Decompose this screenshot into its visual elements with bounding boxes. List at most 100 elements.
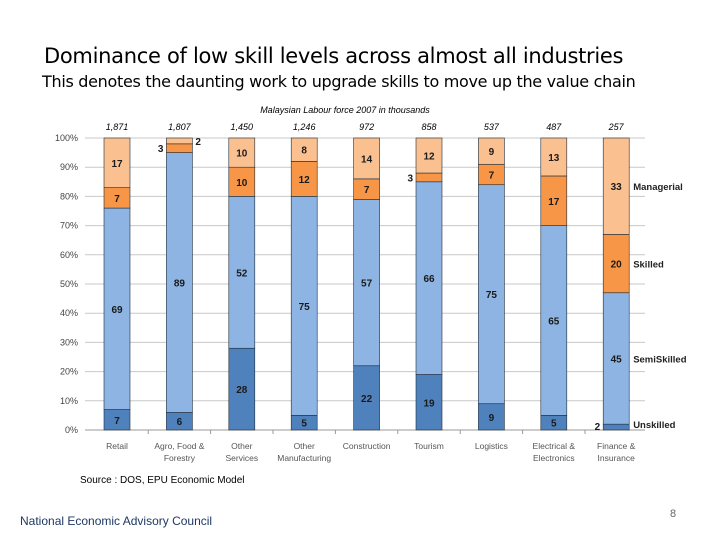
bar-segment-managerial [290, 137, 318, 162]
bar-segment-unskilled [353, 365, 380, 431]
data-label: 75 [486, 290, 498, 301]
x-tick-label: Tourism [414, 441, 444, 451]
y-tick-label: 30% [60, 337, 78, 347]
footer-org: National Economic Advisory Council [20, 514, 213, 528]
bar-segment-skilled [290, 161, 318, 197]
x-tick-label: Electronics [533, 453, 575, 463]
y-tick-label: 90% [60, 162, 78, 172]
x-tick-label: Services [226, 453, 259, 463]
bar-segment-skilled [540, 175, 568, 226]
slide-title: Dominance of low skill levels across alm… [44, 44, 624, 68]
y-tick-label: 20% [60, 367, 78, 377]
data-label: 13 [548, 153, 560, 164]
data-label: 10 [236, 178, 248, 189]
y-tick-label: 0% [65, 425, 78, 435]
legend-semiskilled: SemiSkilled [633, 354, 687, 365]
data-label: 9 [489, 147, 495, 158]
total-label: 858 [421, 122, 436, 132]
bar-segment-managerial [478, 137, 505, 165]
bar-segment-managerial [228, 137, 256, 168]
legend-unskilled: Unskilled [633, 420, 675, 431]
bar-segment-unskilled [228, 347, 256, 431]
data-label: 2 [195, 137, 201, 148]
x-tick-label: Other [294, 441, 315, 451]
data-label: 7 [489, 171, 495, 182]
source-note: Source : DOS, EPU Economic Model [80, 475, 245, 486]
data-label: 57 [361, 279, 373, 290]
x-tick-label: Insurance [598, 453, 636, 463]
bar-segment-managerial [602, 137, 630, 235]
bar-segment-managerial [353, 137, 380, 180]
data-label: 17 [111, 159, 123, 170]
y-tick-label: 50% [60, 279, 78, 289]
data-label: 5 [551, 419, 557, 430]
bar-segment-semiskilled [353, 199, 380, 367]
total-label: 972 [359, 122, 374, 132]
total-label: 1,807 [168, 122, 192, 132]
bar-segment-semiskilled [290, 196, 318, 416]
x-tick-label: Agro, Food & [154, 441, 204, 451]
data-label: 5 [301, 419, 307, 430]
data-label: 65 [548, 317, 560, 328]
x-tick-label: Finance & [597, 441, 636, 451]
total-label: 1,450 [231, 122, 254, 132]
data-label: 66 [423, 274, 435, 285]
y-tick-label: 100% [55, 133, 78, 143]
data-label: 33 [611, 182, 623, 193]
total-label: 487 [546, 122, 562, 132]
data-label: 14 [361, 154, 373, 165]
y-tick-label: 10% [60, 396, 78, 406]
data-label: 52 [236, 268, 248, 279]
bar-segment-semiskilled [103, 207, 131, 410]
legend-skilled: Skilled [633, 260, 664, 271]
bar-segment-unskilled [415, 374, 443, 431]
x-tick-label: Retail [106, 441, 128, 451]
y-tick-label: 80% [60, 191, 78, 201]
data-label: 45 [611, 354, 623, 365]
bar-segment-semiskilled [415, 181, 443, 375]
data-label: 17 [548, 197, 560, 208]
page-number: 8 [670, 508, 677, 520]
data-label: 89 [174, 279, 186, 290]
x-tick-label: Logistics [475, 441, 508, 451]
data-label: 6 [177, 417, 183, 428]
chart-title: Malaysian Labour force 2007 in thousands [260, 105, 430, 115]
data-label: 22 [361, 394, 373, 405]
y-tick-label: 60% [60, 250, 78, 260]
y-tick-label: 40% [60, 308, 78, 318]
bar-segment-semiskilled [166, 152, 193, 413]
data-label: 19 [423, 398, 435, 409]
bar-segment-semiskilled [478, 184, 505, 405]
bar-segment-semiskilled [228, 196, 256, 349]
bar-segment-managerial [103, 137, 131, 188]
data-label: 28 [236, 385, 248, 396]
x-tick-label: Construction [343, 441, 391, 451]
data-label: 12 [299, 175, 311, 186]
y-tick-label: 70% [60, 221, 78, 231]
data-label: 3 [158, 144, 164, 155]
x-tick-label: Other [231, 441, 252, 451]
total-label: 1,246 [293, 122, 316, 132]
data-label: 9 [489, 413, 495, 424]
data-label: 10 [236, 149, 248, 160]
data-label: 2 [595, 422, 601, 433]
data-label: 3 [407, 173, 413, 184]
bar-segment-skilled [415, 172, 443, 183]
data-label: 8 [301, 146, 307, 157]
bar-segment-managerial [540, 137, 568, 177]
data-label: 75 [299, 302, 311, 313]
x-tick-label: Manufacturing [277, 453, 331, 463]
slide-subtitle: This denotes the daunting work to upgrad… [42, 72, 636, 91]
bar-segment-managerial [415, 137, 443, 174]
data-label: 20 [611, 260, 623, 271]
bar-segment-managerial [166, 137, 193, 145]
legend-managerial: Managerial [633, 182, 683, 193]
data-label: 7 [114, 416, 120, 427]
bar-segment-semiskilled [540, 225, 568, 416]
data-label: 7 [364, 185, 370, 196]
data-label: 69 [111, 305, 123, 316]
data-label: 7 [114, 194, 120, 205]
bar-segment-unskilled [602, 423, 630, 431]
